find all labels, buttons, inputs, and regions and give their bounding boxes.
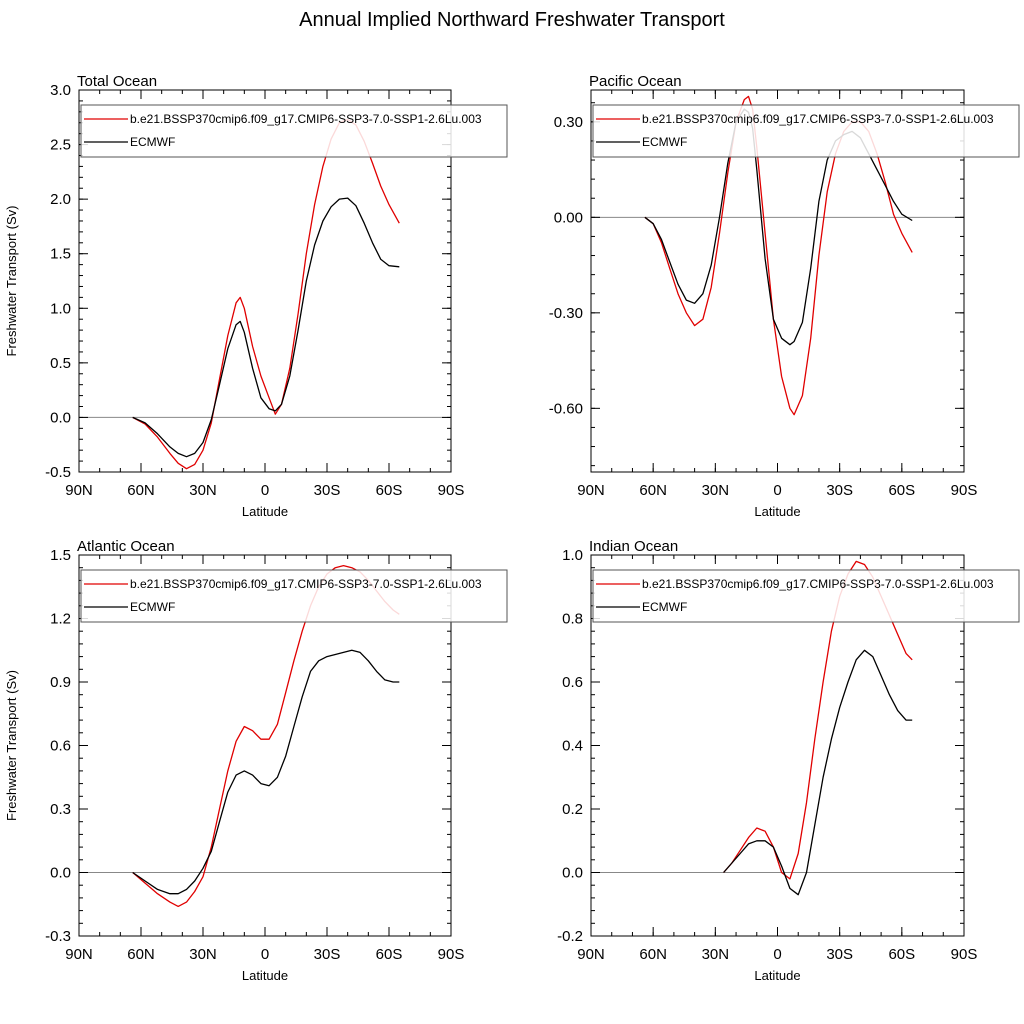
total-x-tick-label: 60S [376, 482, 403, 499]
total-x-axis-label: Latitude [242, 504, 288, 519]
indian-y-tick-label: 0.0 [562, 865, 583, 882]
total-y-tick-label: -0.5 [45, 464, 71, 481]
pacific-x-tick-label: 90S [951, 482, 978, 499]
total-x-tick-label: 30S [314, 482, 341, 499]
indian-y-tick-label: -0.2 [557, 928, 583, 945]
pacific-x-tick-label: 30N [702, 482, 730, 499]
total-y-tick-label: 1.5 [50, 246, 71, 263]
pacific-y-tick-label: -0.60 [549, 400, 583, 417]
pacific-x-tick-label: 30S [826, 482, 853, 499]
total-y-tick-label: 0.5 [50, 355, 71, 372]
panels-group: -0.5 0.0 0.5 1.0 1.5 2.0 2.5 3.0 90N 60N 30N 0 30S 60… [4, 73, 1020, 983]
total-y-tick-label: 1.0 [50, 300, 71, 317]
total-x-tick-label: 30N [189, 482, 217, 499]
pacific-x-tick-label: 0 [773, 482, 781, 499]
indian-x-tick-label: 60S [888, 946, 915, 963]
atlantic-y-tick-label: 1.5 [50, 547, 71, 564]
atlantic-y-tick-label: 0.9 [50, 674, 71, 691]
indian-legend-label-ecmwf: ECMWF [642, 600, 687, 614]
indian-x-tick-label: 60N [639, 946, 667, 963]
total-x-tick-label: 90N [65, 482, 93, 499]
atlantic-x-tick-label: 0 [261, 946, 269, 963]
atlantic-legend-box [80, 569, 508, 623]
atlantic-y-tick-label: 0.6 [50, 738, 71, 755]
pacific-legend-label-ecmwf: ECMWF [642, 135, 687, 149]
panel-pacific: -0.60 -0.30 0.00 0.30 90N 60N 30N 0 30S 60S 90S b.e… [549, 73, 1020, 519]
indian-x-axis-label: Latitude [754, 968, 800, 983]
indian-y-tick-label: 1.0 [562, 547, 583, 564]
atlantic-y-tick-label: -0.3 [45, 928, 71, 945]
indian-plot-frame [590, 554, 965, 937]
total-y-tick-label: 2.0 [50, 191, 71, 208]
pacific-x-tick-label: 60N [639, 482, 667, 499]
total-y-tick-label: 2.5 [50, 137, 71, 154]
total-legend-label-ecmwf: ECMWF [130, 135, 175, 149]
pacific-x-axis-label: Latitude [754, 504, 800, 519]
atlantic-legend-label-ecmwf: ECMWF [130, 600, 175, 614]
atlantic-y-tick-label: 0.0 [50, 865, 71, 882]
pacific-x-tick-label: 60S [888, 482, 915, 499]
indian-x-tick-label: 90N [577, 946, 605, 963]
pacific-x-tick-label: 90N [577, 482, 605, 499]
total-y-tick-label: 3.0 [50, 82, 71, 99]
atlantic-x-tick-label: 30S [314, 946, 341, 963]
indian-x-tick-label: 30N [702, 946, 730, 963]
pacific-panel-title: Pacific Ocean [589, 73, 682, 90]
indian-x-tick-label: 30S [826, 946, 853, 963]
pacific-y-tick-label: -0.30 [549, 305, 583, 322]
total-plot-frame [78, 89, 452, 473]
atlantic-x-tick-label: 90S [438, 946, 465, 963]
pacific-y-tick-label: 0.00 [554, 209, 583, 226]
indian-legend-box [592, 569, 1020, 623]
figure-title: Annual Implied Northward Freshwater Tran… [299, 9, 725, 31]
atlantic-panel-title: Atlantic Ocean [77, 538, 175, 555]
atlantic-x-tick-label: 60S [376, 946, 403, 963]
atlantic-x-tick-label: 30N [189, 946, 217, 963]
total-series-ecmwf-line [132, 197, 400, 458]
indian-x-tick-label: 90S [951, 946, 978, 963]
pacific-y-tick-label: 0.30 [554, 114, 583, 131]
indian-series-ecmwf-line [723, 649, 913, 896]
panel-indian: -0.2 0.0 0.2 0.4 0.6 0.8 1.0 90N 60N 30N 0 30S 60S 90… [557, 538, 1020, 983]
indian-y-tick-label: 0.2 [562, 801, 583, 818]
atlantic-series-ecmwf-line [132, 649, 400, 895]
total-x-tick-label: 60N [127, 482, 155, 499]
total-legend-box [80, 104, 508, 158]
atlantic-y-axis-label: Freshwater Transport (Sv) [4, 670, 19, 821]
panel-total: -0.5 0.0 0.5 1.0 1.5 2.0 2.5 3.0 90N 60N 30N 0 30S 60… [4, 73, 508, 519]
atlantic-y-tick-label: 1.2 [50, 611, 71, 628]
total-x-tick-label: 0 [261, 482, 269, 499]
indian-x-tick-label: 0 [773, 946, 781, 963]
total-x-tick-label: 90S [438, 482, 465, 499]
indian-y-tick-label: 0.8 [562, 611, 583, 628]
panel-atlantic: -0.3 0.0 0.3 0.6 0.9 1.2 1.5 90N 60N 30N 0 30S 60S 90… [4, 538, 508, 983]
pacific-legend-box [592, 104, 1020, 158]
atlantic-plot-frame [78, 554, 452, 937]
total-series-model-line [132, 118, 400, 470]
indian-panel-title: Indian Ocean [589, 538, 678, 555]
total-y-axis-label: Freshwater Transport (Sv) [4, 206, 19, 357]
atlantic-x-tick-label: 60N [127, 946, 155, 963]
total-panel-title: Total Ocean [77, 73, 157, 90]
atlantic-x-tick-label: 90N [65, 946, 93, 963]
indian-legend-label-model: b.e21.BSSP370cmip6.f09_g17.CMIP6-SSP3-7.… [642, 577, 994, 591]
atlantic-legend-label-model: b.e21.BSSP370cmip6.f09_g17.CMIP6-SSP3-7.… [130, 577, 482, 591]
total-legend-label-model: b.e21.BSSP370cmip6.f09_g17.CMIP6-SSP3-7.… [130, 112, 482, 126]
total-y-tick-label: 0.0 [50, 409, 71, 426]
pacific-legend-label-model: b.e21.BSSP370cmip6.f09_g17.CMIP6-SSP3-7.… [642, 112, 994, 126]
pacific-plot-frame [590, 89, 965, 473]
indian-y-tick-label: 0.4 [562, 738, 583, 755]
indian-y-tick-label: 0.6 [562, 674, 583, 691]
atlantic-y-tick-label: 0.3 [50, 801, 71, 818]
atlantic-x-axis-label: Latitude [242, 968, 288, 983]
